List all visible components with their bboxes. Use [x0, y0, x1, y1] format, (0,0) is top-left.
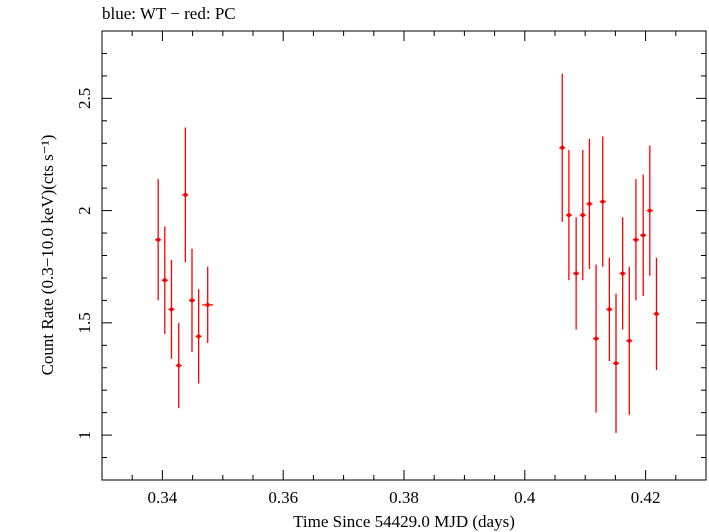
point-marker [560, 145, 565, 150]
x-axis-label: Time Since 54429.0 MJD (days) [293, 512, 515, 531]
point-marker [607, 307, 612, 312]
point-marker [183, 192, 188, 197]
axis-tick-labels: 0.34 0.36 0.38 0.4 0.42 1 1.5 2 2.5 [75, 88, 660, 507]
data-point [565, 149, 572, 281]
data-point [619, 217, 626, 330]
data-point [606, 257, 613, 362]
y-tick-label: 2.5 [75, 88, 94, 109]
point-marker [176, 363, 181, 368]
data-point [626, 266, 633, 415]
point-marker [205, 302, 210, 307]
point-marker [641, 233, 646, 238]
point-marker [620, 271, 625, 276]
data-point [586, 138, 593, 269]
x-tick-label: 0.4 [514, 488, 536, 507]
point-marker [189, 298, 194, 303]
data-point [579, 149, 586, 281]
point-marker [633, 237, 638, 242]
point-marker [169, 307, 174, 312]
data-point [612, 293, 620, 433]
point-marker [614, 361, 619, 366]
point-marker [156, 237, 161, 242]
data-point [640, 174, 647, 296]
y-tick-label: 2 [75, 206, 94, 215]
point-marker [627, 338, 632, 343]
x-tick-label: 0.34 [148, 488, 178, 507]
x-tick-label: 0.38 [389, 488, 419, 507]
point-marker [196, 334, 201, 339]
point-marker [647, 208, 652, 213]
data-point [632, 179, 639, 301]
chart-title: blue: WT − red: PC [102, 4, 236, 23]
point-marker [574, 271, 579, 276]
data-point [573, 217, 580, 330]
axis-ticks [101, 30, 707, 481]
point-marker [162, 278, 167, 283]
data-point [599, 136, 606, 267]
point-marker [566, 213, 571, 218]
data-point [202, 266, 214, 344]
point-marker [580, 213, 585, 218]
point-marker [587, 201, 592, 206]
data-point [195, 289, 202, 384]
data-point [182, 127, 189, 263]
y-tick-label: 1 [75, 431, 94, 440]
data-point [646, 145, 653, 276]
y-tick-label: 1.5 [75, 312, 94, 333]
data-points [155, 73, 660, 433]
point-marker [600, 199, 605, 204]
x-tick-label: 0.42 [631, 488, 661, 507]
data-point [155, 179, 162, 301]
point-marker [594, 336, 599, 341]
data-point [161, 226, 168, 335]
data-point [653, 257, 660, 370]
y-axis-label: Count Rate (0.3−10.0 keV)(cts s⁻¹) [38, 135, 57, 376]
data-point [188, 248, 196, 353]
data-point [168, 259, 175, 359]
data-point [593, 264, 600, 413]
point-marker [654, 311, 659, 316]
data-point [559, 73, 566, 222]
data-point [175, 322, 182, 409]
x-tick-label: 0.36 [268, 488, 298, 507]
